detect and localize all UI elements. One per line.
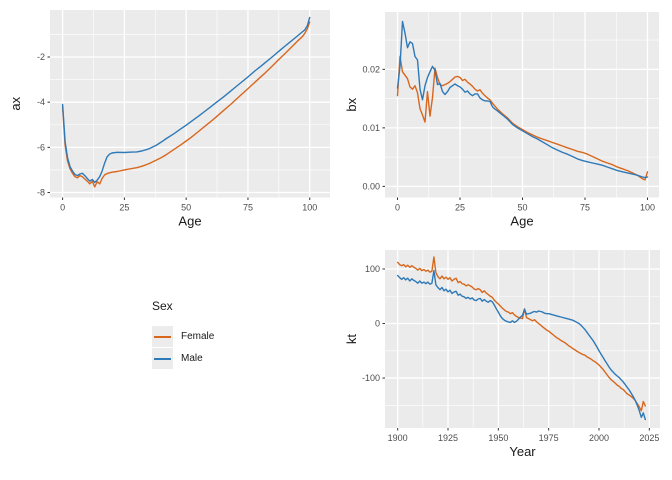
y-tick-label: 0.00 bbox=[362, 181, 380, 191]
y-tick-label: -2 bbox=[37, 52, 45, 62]
x-tick-label: 100 bbox=[302, 203, 317, 213]
x-tick-label: 50 bbox=[517, 203, 527, 213]
y-tick-label: -8 bbox=[37, 188, 45, 198]
series-line-male bbox=[396, 20, 649, 179]
x-tick-label: 50 bbox=[181, 203, 191, 213]
x-tick-label: 2025 bbox=[639, 433, 659, 443]
legend-key-male bbox=[152, 348, 173, 369]
x-tick-label: 1950 bbox=[488, 433, 508, 443]
series-line-male bbox=[61, 16, 311, 184]
series-line-female bbox=[61, 21, 311, 188]
series-line-male bbox=[397, 269, 646, 421]
y-axis-title: kt bbox=[344, 334, 359, 345]
x-axis-title: Year bbox=[509, 444, 536, 459]
legend-sex: Sex Female Male bbox=[152, 299, 214, 370]
legend-item-label: Female bbox=[181, 331, 215, 342]
x-axis-title: Age bbox=[178, 214, 201, 229]
legend-item-label: Male bbox=[181, 353, 203, 364]
y-tick-label: 0.01 bbox=[362, 123, 380, 133]
x-tick-label: 1975 bbox=[539, 433, 559, 443]
y-axis-title: bx bbox=[344, 97, 359, 111]
x-tick-label: 1900 bbox=[388, 433, 408, 443]
legend-item-female: Female bbox=[152, 326, 214, 347]
y-tick-label: -4 bbox=[37, 97, 45, 107]
legend-item-male: Male bbox=[152, 348, 214, 369]
series-line-female bbox=[396, 55, 649, 181]
x-tick-label: 75 bbox=[580, 203, 590, 213]
x-tick-label: 25 bbox=[119, 203, 129, 213]
y-tick-label: -6 bbox=[37, 142, 45, 152]
x-tick-label: 75 bbox=[243, 203, 253, 213]
x-tick-label: 0 bbox=[395, 203, 400, 213]
legend-title: Sex bbox=[152, 299, 173, 313]
panel-background bbox=[385, 250, 660, 428]
x-tick-label: 0 bbox=[60, 203, 65, 213]
chart-kt: 1900 1925 1950 1975 2000 2025 100 0 -100 Year kt bbox=[344, 250, 660, 459]
y-tick-label: 100 bbox=[365, 264, 380, 274]
series-line-female bbox=[397, 256, 646, 412]
panel-background bbox=[50, 10, 330, 198]
legend-key-line-icon bbox=[154, 357, 171, 360]
legend-items: Female Male bbox=[152, 326, 214, 369]
y-tick-label: -100 bbox=[362, 373, 380, 383]
legend-key-line-icon bbox=[154, 335, 171, 338]
x-axis-title: Age bbox=[510, 214, 533, 229]
chart-bx: 0 25 50 75 100 0.00 0.01 0.02 Age bx bbox=[344, 12, 659, 229]
legend-key-female bbox=[152, 326, 173, 347]
chart-ax: 0 25 50 75 100 -2 -4 -6 -8 Age ax bbox=[8, 10, 330, 229]
y-tick-label: 0.02 bbox=[362, 64, 380, 74]
x-tick-label: 2000 bbox=[589, 433, 609, 443]
x-tick-label: 100 bbox=[640, 203, 655, 213]
y-tick-label: 0 bbox=[375, 319, 380, 329]
x-tick-label: 25 bbox=[455, 203, 465, 213]
y-axis-title: ax bbox=[8, 96, 23, 110]
x-tick-label: 1925 bbox=[438, 433, 458, 443]
